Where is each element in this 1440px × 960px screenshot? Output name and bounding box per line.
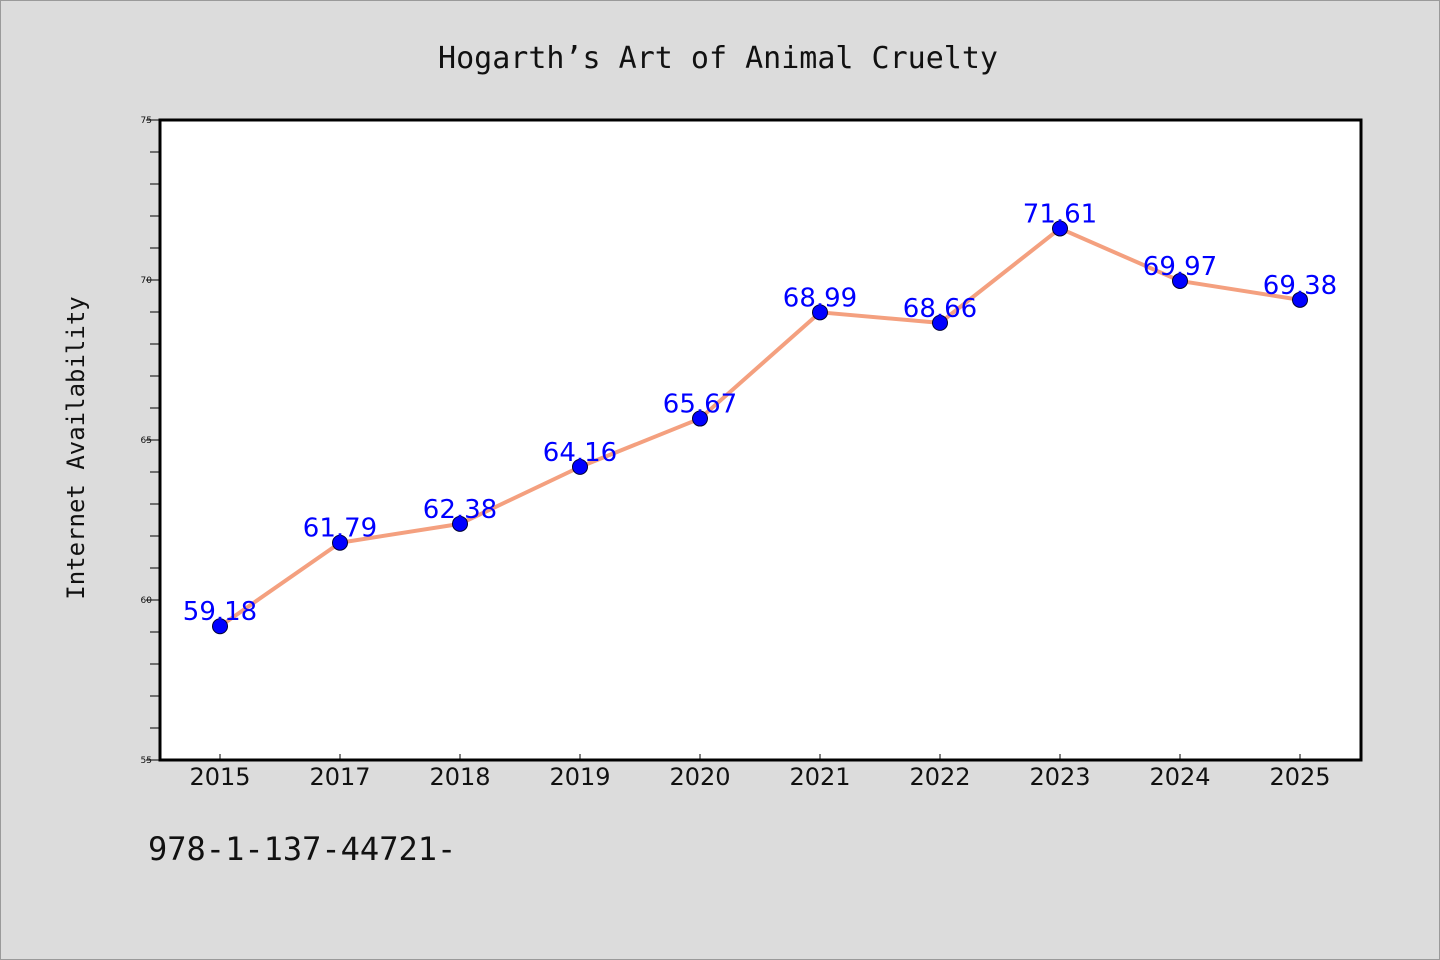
- data-point: [1292, 291, 1308, 308]
- data-label: 61.79: [303, 514, 377, 544]
- isbn-text: 978-1-137-44721-: [148, 830, 457, 868]
- chart-title: Hogarth’s Art of Animal Cruelty: [438, 41, 998, 76]
- data-point: [812, 304, 828, 321]
- data-point: [1172, 272, 1188, 289]
- x-tick-label: 2018: [429, 763, 490, 791]
- x-tick-label: 2020: [669, 763, 730, 791]
- data-label: 59.18: [183, 597, 257, 627]
- y-axis-label: Internet Availability: [62, 296, 90, 599]
- data-point: [932, 314, 948, 331]
- y-tick-label: 75: [141, 116, 152, 126]
- data-label: 62.38: [423, 495, 497, 525]
- data-point: [332, 534, 348, 551]
- x-tick-label: 2021: [789, 763, 850, 791]
- x-tick-label: 2019: [549, 763, 610, 791]
- y-axis-ticks: 55 60 65 70 75: [141, 116, 160, 766]
- data-point: [212, 618, 228, 635]
- series-line-group: [218, 226, 1301, 628]
- data-point: [692, 410, 708, 427]
- data-markers: [212, 220, 1308, 635]
- data-label: 64.16: [543, 438, 617, 468]
- data-point: [572, 458, 588, 475]
- data-point: [452, 515, 468, 532]
- y-tick-label: 60: [141, 596, 153, 606]
- y-tick-label: 65: [141, 436, 152, 446]
- y-tick-label: 70: [141, 276, 153, 286]
- data-label: 68.66: [903, 294, 977, 324]
- data-label: 65.67: [663, 390, 737, 420]
- x-tick-label: 2022: [909, 763, 970, 791]
- data-point: [1052, 220, 1068, 237]
- data-labels: 59.18 61.79 62.38 64.16 65.67 68.99 68.66 71.61…: [183, 199, 1337, 627]
- x-tick-label: 2023: [1029, 763, 1090, 791]
- data-label: 69.38: [1263, 271, 1337, 301]
- data-label: 69.97: [1143, 252, 1217, 282]
- data-label: 68.99: [783, 283, 857, 313]
- x-tick-label: 2025: [1269, 763, 1330, 791]
- x-tick-label: 2024: [1149, 763, 1210, 791]
- x-tick-label: 2017: [309, 763, 370, 791]
- data-label: 71.61: [1023, 199, 1097, 229]
- series-line: [218, 226, 1301, 628]
- y-tick-label: 55: [141, 756, 152, 766]
- x-axis-ticks: 2015 2017 2018 2019 2020 2021 2022 2023 2024 2025: [189, 754, 1331, 791]
- x-tick-label: 2015: [189, 763, 250, 791]
- plot-area: [158, 118, 1363, 762]
